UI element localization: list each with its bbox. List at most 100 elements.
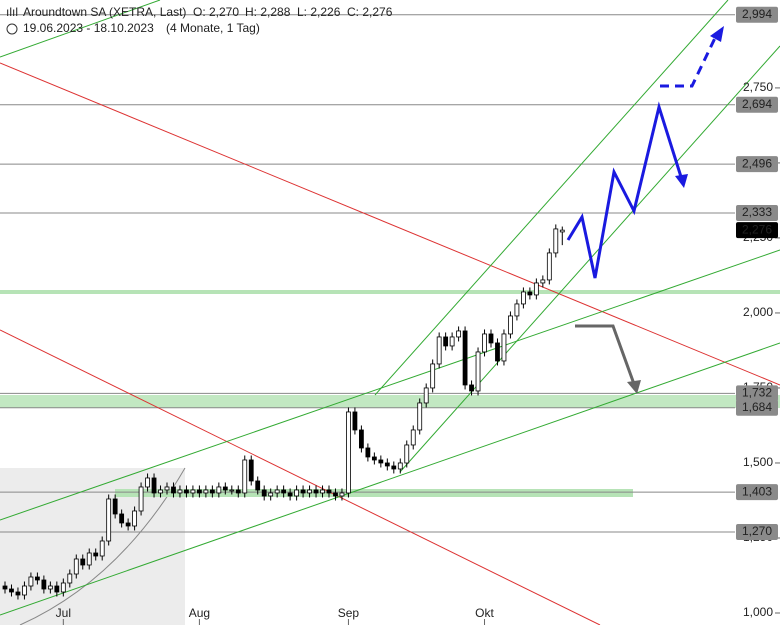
level-label: 2,994 bbox=[742, 7, 772, 21]
candle-body bbox=[320, 489, 325, 494]
x-tick-label: Aug bbox=[189, 606, 210, 620]
candle-body bbox=[132, 510, 138, 527]
level-label: 1,270 bbox=[742, 524, 772, 538]
candle-body bbox=[495, 342, 500, 362]
candle-body bbox=[423, 387, 429, 404]
period: (4 Monate, 1 Tag) bbox=[166, 21, 260, 35]
candle-body bbox=[546, 252, 552, 281]
candle-body bbox=[99, 540, 105, 557]
candle-body bbox=[436, 336, 442, 365]
candle-body bbox=[184, 489, 189, 494]
candle-body bbox=[67, 573, 73, 584]
candle-body bbox=[417, 402, 423, 431]
candle-body bbox=[313, 489, 319, 494]
candle-body bbox=[430, 363, 436, 389]
y-tick-label: 1,500 bbox=[743, 455, 773, 469]
candle-body bbox=[222, 486, 228, 491]
chart-title: Aroundtown SA (XETRA, Last) bbox=[23, 5, 186, 19]
candle-body bbox=[60, 582, 66, 593]
support-band bbox=[115, 489, 633, 497]
candle-body bbox=[41, 579, 47, 590]
level-box bbox=[736, 205, 778, 222]
candle-body bbox=[346, 411, 351, 494]
candle-body bbox=[268, 492, 274, 497]
candle-body bbox=[73, 558, 79, 575]
candle-body bbox=[47, 585, 53, 590]
forecast-path bbox=[566, 101, 684, 279]
candle-body bbox=[54, 585, 60, 593]
candle-body bbox=[533, 282, 539, 296]
trendline bbox=[374, 0, 729, 396]
candle-body bbox=[242, 459, 248, 494]
y-tick-label: 2,750 bbox=[743, 80, 773, 94]
candle-body bbox=[553, 228, 559, 254]
support-band bbox=[0, 395, 780, 408]
candle-body bbox=[28, 576, 34, 587]
candle-body bbox=[209, 489, 215, 494]
candle-body bbox=[469, 384, 474, 392]
trendline bbox=[0, 0, 161, 58]
candle-body bbox=[119, 513, 125, 524]
candle-body bbox=[482, 333, 487, 353]
y-tick-label: 1,000 bbox=[743, 605, 773, 619]
candle-body bbox=[521, 291, 526, 305]
candle-body bbox=[203, 489, 209, 494]
alt-path bbox=[575, 324, 636, 385]
candle-body bbox=[216, 486, 222, 494]
candle-body bbox=[138, 486, 144, 512]
candle-body bbox=[261, 489, 267, 497]
candle-body bbox=[352, 411, 358, 431]
candle-body bbox=[86, 552, 92, 566]
candle-body bbox=[112, 498, 118, 515]
candle-body bbox=[559, 229, 565, 233]
candle-body bbox=[177, 489, 183, 494]
candle-body bbox=[248, 459, 254, 482]
candle-body bbox=[371, 456, 377, 461]
level-box bbox=[736, 523, 778, 540]
candle-body bbox=[384, 462, 390, 467]
candle-body bbox=[307, 489, 312, 494]
stat: L: 2,226 bbox=[297, 5, 341, 19]
candle-body bbox=[235, 489, 241, 494]
candle-body bbox=[443, 336, 449, 347]
candle-body bbox=[397, 462, 403, 470]
stat: H: 2,288 bbox=[245, 5, 291, 19]
date-range: 19.06.2023 - 18.10.2023 bbox=[23, 21, 154, 35]
candle-body bbox=[449, 336, 455, 347]
candle-body bbox=[410, 429, 416, 446]
chart-icon: ılıl bbox=[6, 5, 18, 19]
x-tick-label: Jul bbox=[56, 606, 71, 620]
level-label: 2,333 bbox=[742, 205, 772, 219]
candle-body bbox=[527, 291, 533, 296]
level-box bbox=[736, 96, 778, 113]
candle-body bbox=[145, 477, 150, 488]
candle-body bbox=[164, 486, 170, 491]
candle-body bbox=[501, 333, 507, 362]
level-label: 1,732 bbox=[742, 386, 772, 400]
arrowhead bbox=[710, 26, 724, 42]
arrowhead bbox=[627, 380, 641, 394]
candle-body bbox=[300, 489, 306, 494]
candle-body bbox=[488, 333, 494, 344]
trendline bbox=[0, 249, 780, 521]
x-tick-label: Sep bbox=[338, 606, 360, 620]
candle-body bbox=[255, 480, 261, 491]
candle-body bbox=[15, 591, 21, 596]
level-label: 2,496 bbox=[742, 156, 772, 170]
candle-body bbox=[281, 489, 287, 494]
candle-body bbox=[287, 492, 293, 497]
candle-body bbox=[80, 558, 86, 566]
trendline bbox=[0, 62, 780, 386]
y-tick-label: 2,000 bbox=[743, 305, 773, 319]
level-box bbox=[736, 385, 778, 402]
candle-body bbox=[35, 576, 40, 581]
level-box bbox=[736, 156, 778, 173]
candle-body bbox=[475, 351, 481, 392]
arrowhead bbox=[675, 174, 688, 188]
clock-icon bbox=[6, 23, 18, 35]
candle-body bbox=[2, 585, 8, 590]
x-tick-label: Okt bbox=[475, 606, 494, 620]
candle-body bbox=[462, 330, 468, 386]
